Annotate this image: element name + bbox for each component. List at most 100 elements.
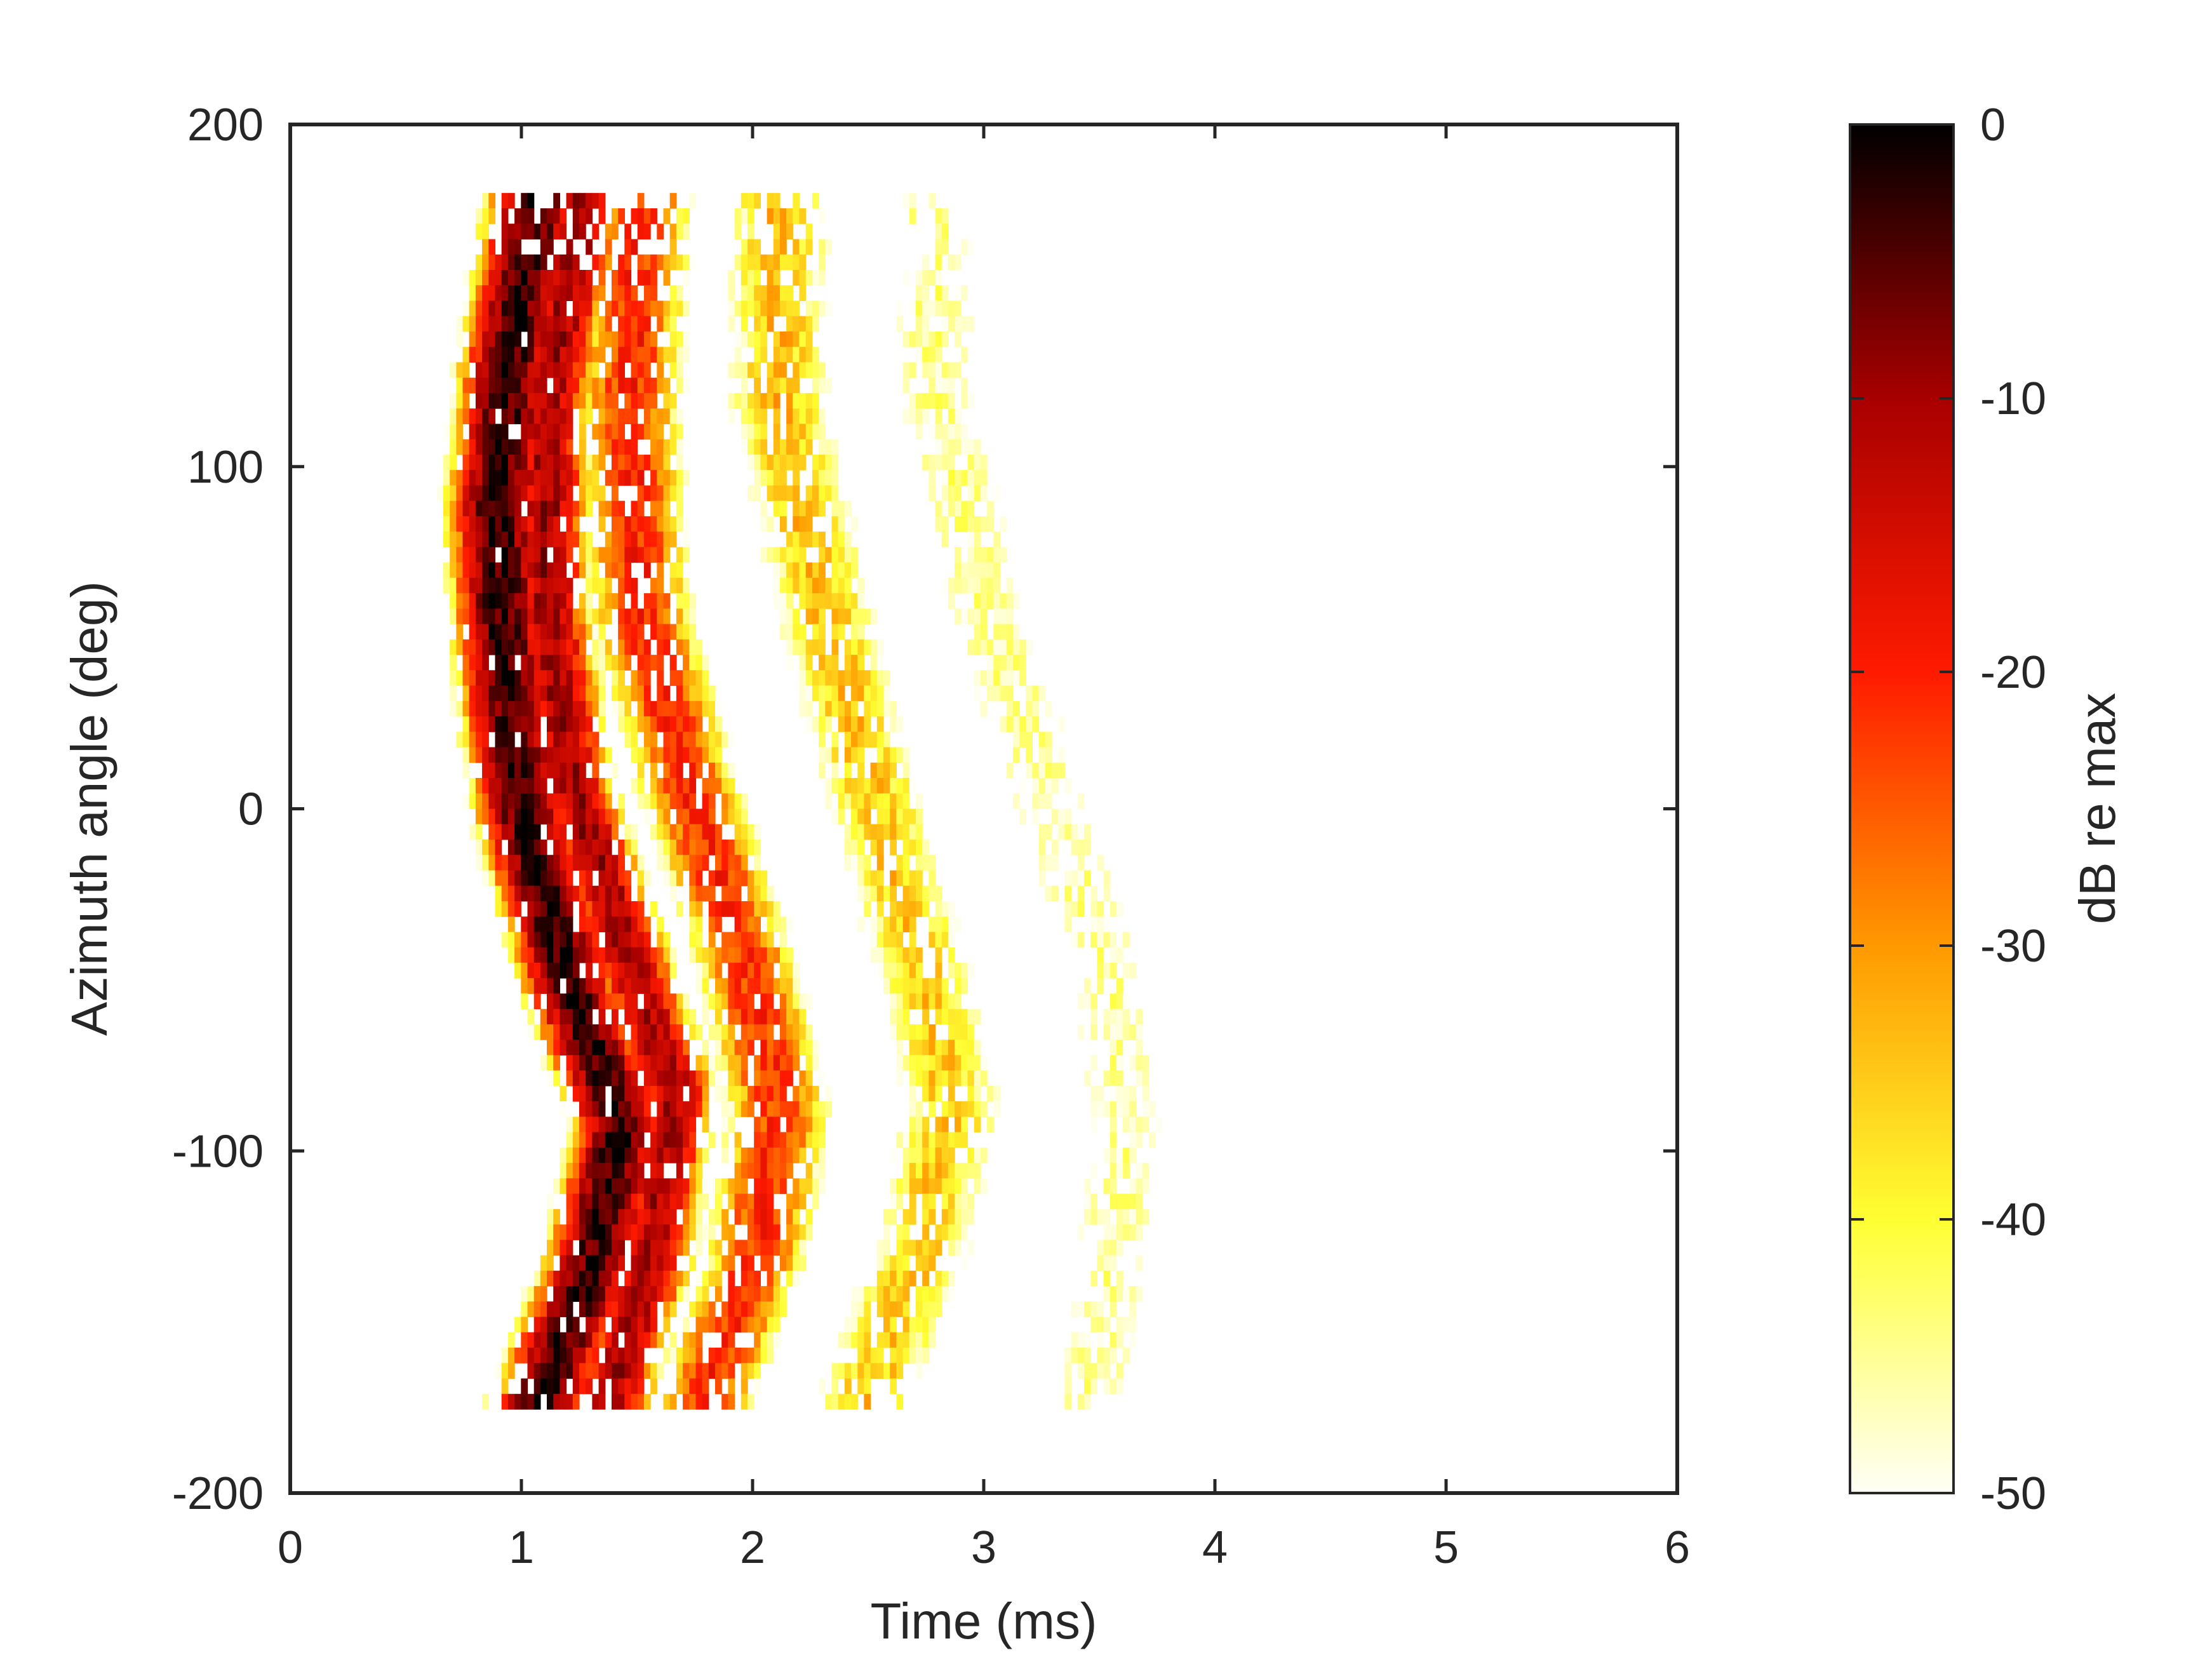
heatmap-cell xyxy=(987,577,994,594)
heatmap-cell xyxy=(657,978,664,994)
heatmap-cell xyxy=(598,840,606,855)
heatmap-cell xyxy=(941,1116,949,1133)
heatmap-cell xyxy=(624,716,632,732)
heatmap-cell xyxy=(928,470,936,486)
heatmap-cell xyxy=(1090,1209,1097,1225)
heatmap-cell xyxy=(844,655,852,671)
heatmap-cell xyxy=(560,1348,567,1364)
heatmap-cell xyxy=(592,377,600,394)
heatmap-cell xyxy=(456,439,464,455)
heatmap-cell xyxy=(527,392,535,409)
heatmap-cell xyxy=(1097,916,1104,932)
heatmap-cell xyxy=(475,254,483,271)
heatmap-cell xyxy=(689,1178,697,1195)
heatmap-cell xyxy=(488,300,496,317)
heatmap-cell xyxy=(741,993,748,1010)
heatmap-cell xyxy=(715,947,722,963)
heatmap-cell xyxy=(702,1070,709,1087)
heatmap-cell xyxy=(676,254,683,271)
heatmap-cell xyxy=(1097,901,1104,917)
heatmap-cell xyxy=(605,392,612,409)
heatmap-cell xyxy=(689,624,697,640)
heatmap-cell xyxy=(637,1301,645,1318)
heatmap-cell xyxy=(566,993,573,1010)
heatmap-cell xyxy=(773,916,781,932)
heatmap-cell xyxy=(721,1101,728,1117)
heatmap-cell xyxy=(560,993,567,1010)
heatmap-cell xyxy=(482,700,489,717)
heatmap-cell xyxy=(547,1009,554,1025)
heatmap-cell xyxy=(1109,993,1117,1010)
heatmap-cell xyxy=(598,347,606,363)
heatmap-cell xyxy=(1052,762,1059,779)
heatmap-cell xyxy=(767,1085,774,1102)
heatmap-cell xyxy=(612,808,619,825)
heatmap-cell xyxy=(728,855,735,871)
heatmap-cell xyxy=(1155,1116,1162,1133)
heatmap-cell xyxy=(805,639,813,655)
heatmap-cell xyxy=(605,885,612,902)
heatmap-cell xyxy=(961,1070,969,1087)
heatmap-cell xyxy=(637,1193,645,1210)
heatmap-cell xyxy=(695,1286,703,1302)
heatmap-cell xyxy=(909,778,916,794)
heatmap-cell xyxy=(586,577,593,594)
heatmap-cell xyxy=(676,500,683,517)
heatmap-cell xyxy=(618,1317,625,1333)
heatmap-cell xyxy=(689,1147,697,1163)
heatmap-cell xyxy=(805,1024,813,1040)
heatmap-cell xyxy=(598,377,606,394)
heatmap-cell xyxy=(507,1332,515,1348)
heatmap-cell xyxy=(741,1240,748,1256)
heatmap-cell xyxy=(955,408,962,424)
heatmap-cell xyxy=(469,547,476,563)
heatmap-cell xyxy=(495,485,502,502)
heatmap-cell xyxy=(773,1209,781,1225)
heatmap-cell xyxy=(663,470,671,486)
heatmap-cell xyxy=(786,392,793,409)
heatmap-cell xyxy=(547,747,554,763)
heatmap-cell xyxy=(521,685,528,702)
heatmap-cell xyxy=(521,377,528,394)
heatmap-cell xyxy=(702,824,709,840)
heatmap-cell xyxy=(560,1040,567,1056)
heatmap-cell xyxy=(948,1009,955,1025)
heatmap-cell xyxy=(618,424,625,440)
heatmap-cell xyxy=(579,824,586,840)
heatmap-cell xyxy=(922,1085,929,1102)
heatmap-cell xyxy=(922,1317,929,1333)
heatmap-cell xyxy=(902,840,910,855)
heatmap-cell xyxy=(961,1009,969,1025)
heatmap-cell xyxy=(980,1178,988,1195)
heatmap-cell xyxy=(605,224,612,239)
heatmap-cell xyxy=(482,424,489,440)
heatmap-cell xyxy=(786,224,793,239)
heatmap-cell xyxy=(579,901,586,917)
heatmap-cell xyxy=(715,993,722,1010)
heatmap-cell xyxy=(980,485,988,502)
heatmap-cell xyxy=(883,762,890,779)
heatmap-cell xyxy=(631,1193,638,1210)
heatmap-cell xyxy=(598,778,606,794)
heatmap-cell xyxy=(598,331,606,347)
heatmap-cell xyxy=(592,362,600,379)
heatmap-cell xyxy=(605,608,612,625)
heatmap-cell xyxy=(831,577,839,594)
heatmap-cell xyxy=(734,1132,742,1148)
heatmap-cell xyxy=(540,870,547,887)
heatmap-cell xyxy=(450,470,457,486)
heatmap-cell xyxy=(676,577,683,594)
heatmap-cell xyxy=(643,1070,651,1087)
heatmap-cell xyxy=(902,962,910,979)
heatmap-cell xyxy=(501,1363,509,1379)
heatmap-cell xyxy=(922,855,929,871)
heatmap-cell xyxy=(721,932,728,948)
x-tick-label: 2 xyxy=(740,1522,765,1573)
heatmap-cell xyxy=(572,470,580,486)
heatmap-cell xyxy=(592,192,600,209)
heatmap-cell xyxy=(1077,1363,1085,1379)
heatmap-cell xyxy=(1097,1209,1104,1225)
heatmap-cell xyxy=(1012,716,1020,732)
heatmap-cell xyxy=(663,1101,671,1117)
heatmap-cell xyxy=(715,716,722,732)
